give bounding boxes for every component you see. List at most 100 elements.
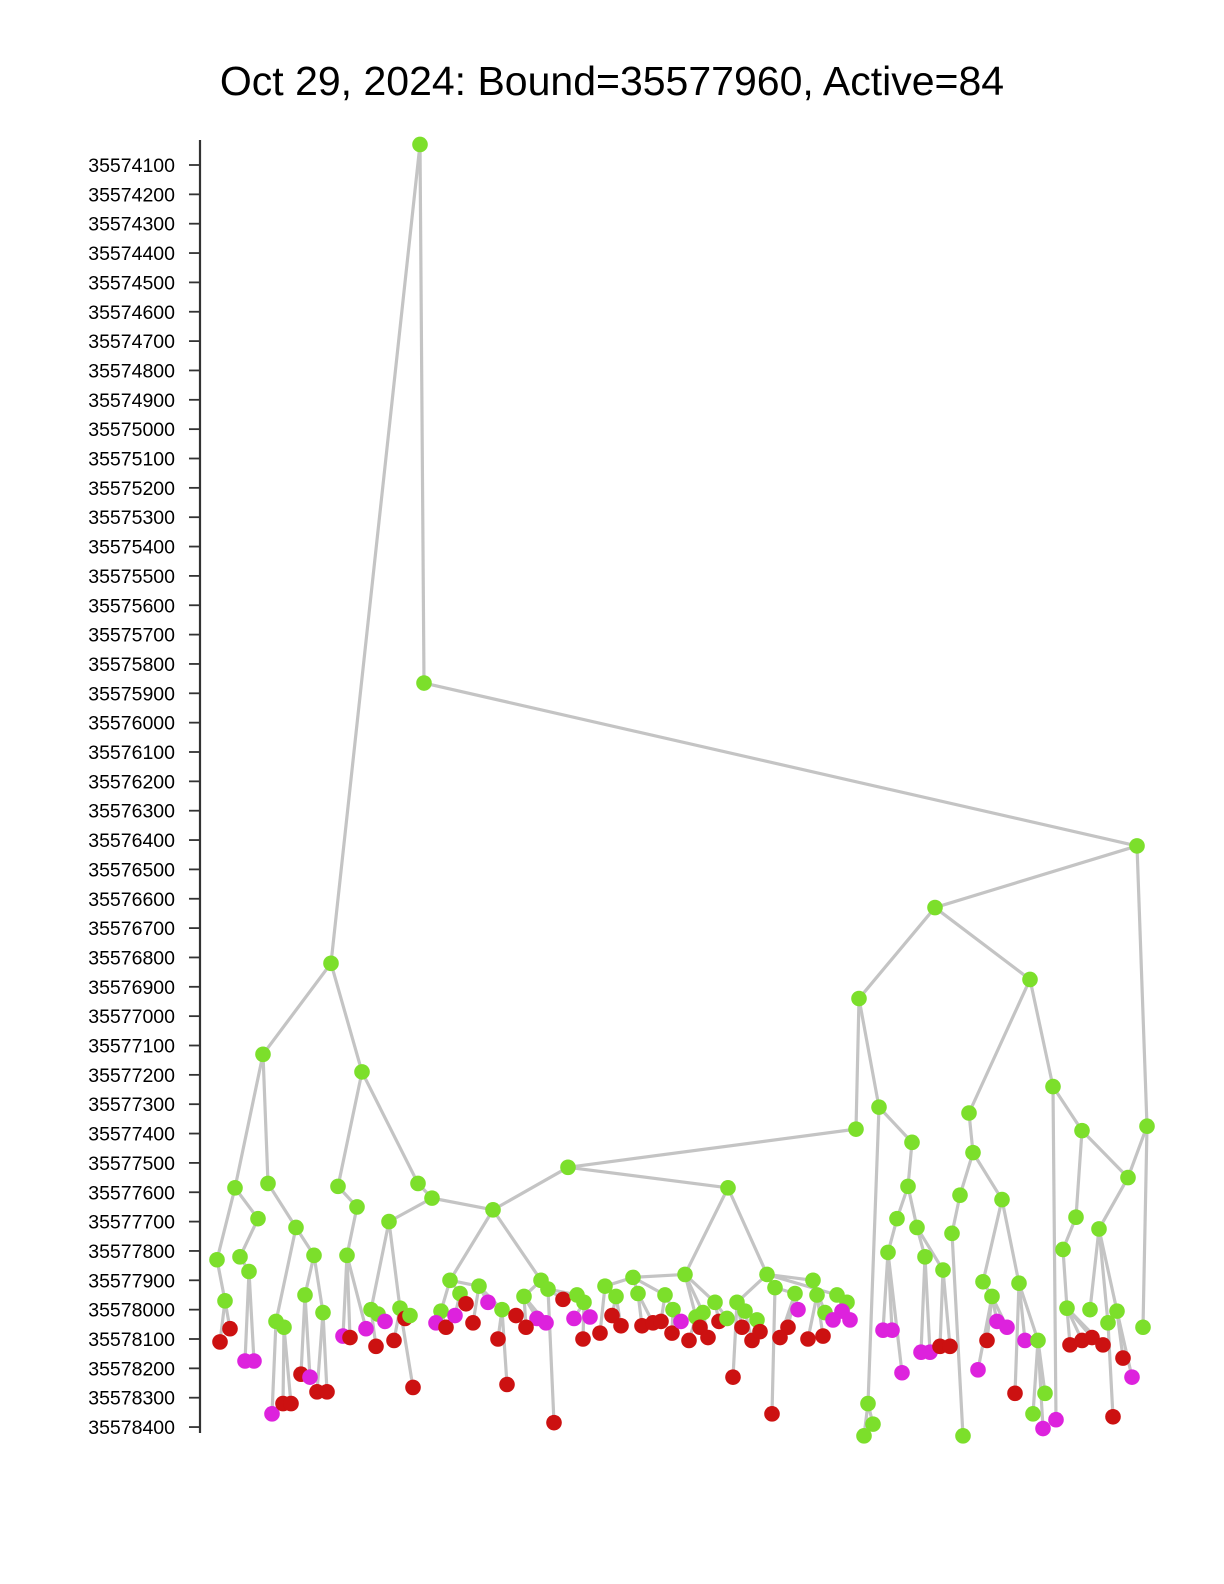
tree-edge: [854, 996, 861, 1131]
y-axis-tick-label: 35577800: [88, 1241, 175, 1263]
y-axis-tick-label: 35574900: [88, 390, 175, 412]
y-axis-tick-label: 35575600: [88, 595, 175, 617]
tree-edge: [448, 1208, 495, 1282]
tree-node: [424, 1190, 440, 1206]
tree-node: [566, 1310, 582, 1327]
y-axis-tick-label: 35577400: [88, 1124, 175, 1146]
tree-node: [283, 1395, 299, 1412]
tree-node: [865, 1416, 881, 1432]
tree-edge: [886, 1250, 904, 1375]
tree-node: [297, 1287, 313, 1303]
tree-node: [1037, 1385, 1053, 1402]
tree-node: [759, 1266, 775, 1283]
tree-edge: [1106, 1321, 1115, 1419]
tree-edge: [1141, 1124, 1149, 1329]
y-axis-tick-label: 35576700: [88, 918, 175, 940]
tree-edges: [215, 142, 1149, 1438]
tree-node: [1091, 1221, 1107, 1237]
tree-node: [707, 1294, 723, 1311]
y-axis-tick-label: 35575100: [88, 449, 175, 471]
tree-node: [979, 1332, 995, 1349]
tree-node: [433, 1303, 449, 1319]
tree-node: [499, 1376, 515, 1393]
tree-node: [354, 1064, 370, 1080]
tree-edge: [938, 1268, 945, 1348]
tree-edge: [321, 1310, 329, 1394]
tree-node: [805, 1272, 821, 1289]
tree-node: [664, 1325, 680, 1341]
tree-node: [358, 1320, 374, 1337]
y-axis-tick-label: 35575300: [88, 507, 175, 529]
tree-node: [582, 1309, 598, 1325]
tree-node: [405, 1379, 421, 1396]
tree-edge: [274, 1225, 298, 1323]
y-axis-tick-label: 35576300: [88, 801, 175, 823]
tree-node: [319, 1384, 335, 1400]
tree-node: [944, 1225, 960, 1242]
tree-edge: [282, 1325, 293, 1406]
tree-edge: [981, 1197, 1004, 1284]
tree-node: [330, 1178, 346, 1195]
tree-node: [1068, 1209, 1084, 1225]
tree-node: [323, 955, 339, 972]
tree-node: [1022, 971, 1038, 988]
tree-edge: [1036, 1338, 1045, 1431]
tree-edge: [215, 1186, 237, 1262]
y-axis-tick-label: 35578300: [88, 1388, 175, 1410]
tree-node: [538, 1315, 554, 1331]
tree-node: [787, 1285, 803, 1302]
tree-node: [749, 1312, 765, 1328]
tree-node: [1129, 838, 1145, 854]
tree-node: [1135, 1319, 1151, 1336]
tree-edge: [345, 1205, 359, 1257]
tree-edge: [941, 1268, 952, 1348]
tree-node: [900, 1178, 916, 1195]
tree-edge: [765, 1272, 839, 1297]
y-axis-tick-label: 35577300: [88, 1094, 175, 1116]
tree-node: [625, 1269, 641, 1286]
tree-node: [480, 1294, 496, 1311]
tree-edge: [422, 681, 1139, 848]
y-axis-tick-label: 35574400: [88, 243, 175, 265]
tree-edge: [770, 1286, 777, 1416]
tree-node: [734, 1319, 750, 1336]
tree-node: [848, 1121, 864, 1137]
y-axis-tick-label: 35578200: [88, 1358, 175, 1380]
y-axis-tick-label: 35576400: [88, 830, 175, 852]
tree-node: [508, 1307, 524, 1324]
tree-node: [970, 1362, 986, 1378]
y-axis-tick-label: 35575700: [88, 625, 175, 647]
tree-edge: [360, 1070, 420, 1186]
tree-edge: [866, 1105, 881, 1406]
tree-node: [942, 1338, 958, 1355]
tree-node: [1109, 1303, 1125, 1319]
tree-node: [630, 1285, 646, 1302]
y-axis-tick-label: 35576800: [88, 947, 175, 969]
tree-node: [555, 1291, 571, 1308]
tree-node: [917, 1249, 933, 1265]
tree-edge: [726, 1186, 769, 1277]
tree-node: [608, 1288, 624, 1305]
y-axis-tick-label: 35574300: [88, 214, 175, 236]
tree-node: [209, 1251, 225, 1268]
y-axis-tick-label: 35575500: [88, 566, 175, 588]
tree-edge: [1135, 844, 1149, 1128]
tree-node: [767, 1279, 783, 1296]
tree-node: [677, 1266, 693, 1283]
tree-node: [673, 1313, 689, 1330]
tree-edge: [312, 1253, 325, 1315]
y-axis-tick-label: 35577700: [88, 1212, 175, 1234]
tree-node: [288, 1219, 304, 1236]
tree-node: [516, 1288, 532, 1305]
tree-node: [442, 1272, 458, 1289]
tree-node: [540, 1281, 556, 1297]
tree-node: [386, 1332, 402, 1349]
tree-node: [790, 1301, 806, 1318]
tree-edge: [270, 1319, 278, 1416]
tree-node: [860, 1395, 876, 1412]
tree-node: [1084, 1329, 1100, 1346]
tree-node: [889, 1210, 905, 1227]
tree-node: [575, 1331, 591, 1347]
tree-edge: [233, 1052, 265, 1190]
